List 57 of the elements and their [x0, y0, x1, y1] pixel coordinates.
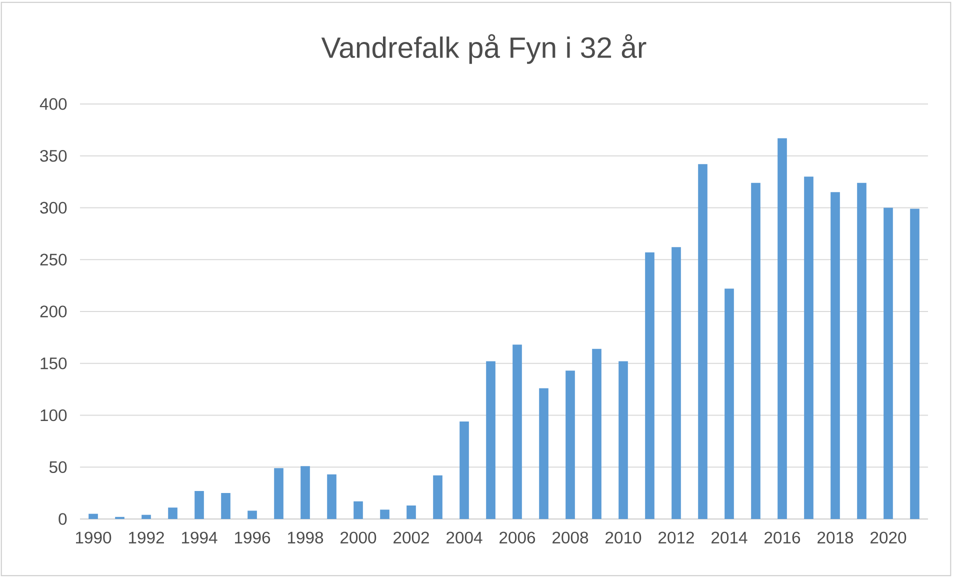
- x-tick-label: 2020: [870, 532, 906, 544]
- x-tick-label: 1998: [288, 532, 324, 544]
- bar: [88, 514, 98, 519]
- x-tick-label: 2014: [712, 532, 748, 544]
- bar: [672, 247, 681, 519]
- bar: [300, 466, 310, 519]
- bar: [698, 164, 708, 519]
- x-tick-label: 2008: [552, 532, 588, 544]
- bar: [618, 361, 628, 519]
- bar: [221, 493, 230, 519]
- x-tick-label: 1994: [182, 532, 218, 544]
- bar: [857, 182, 866, 519]
- x-tick-label: 1996: [234, 532, 270, 544]
- x-tick-label: 2018: [818, 532, 854, 544]
- bar: [486, 361, 496, 519]
- bar: [512, 344, 522, 519]
- bar: [645, 252, 654, 519]
- bar: [910, 208, 920, 519]
- bar: [804, 176, 814, 519]
- bar: [168, 508, 178, 519]
- bar: [433, 475, 442, 519]
- bar: [327, 474, 336, 519]
- x-tick-label: 2006: [500, 532, 536, 544]
- x-tick-label: 2002: [394, 532, 429, 544]
- bar: [724, 288, 734, 519]
- bar: [460, 421, 469, 519]
- y-tick-label: 150: [40, 357, 67, 370]
- y-tick-label: 200: [40, 306, 67, 318]
- x-tick-label: 2004: [446, 532, 482, 544]
- x-tick-label: 2010: [606, 532, 642, 544]
- bar: [194, 490, 204, 519]
- bar: [406, 506, 416, 519]
- y-tick-label: 350: [40, 150, 67, 162]
- bar: [592, 348, 602, 519]
- y-tick-label: 400: [40, 98, 67, 110]
- x-tick-label: 2012: [658, 532, 694, 544]
- bar: [274, 468, 284, 519]
- x-tick-label: 1990: [76, 532, 112, 544]
- chart-title: Vandrefalk på Fyn i 32 år: [321, 34, 646, 64]
- bar: [380, 510, 390, 519]
- y-tick-label: 300: [40, 202, 67, 214]
- x-tick-label: 2016: [764, 532, 800, 544]
- y-tick-label: 0: [58, 513, 67, 525]
- bar: [566, 370, 575, 519]
- bar: [142, 514, 151, 519]
- bar: [778, 138, 787, 519]
- bar: [248, 510, 257, 519]
- y-tick-label: 250: [40, 254, 67, 266]
- bar: [539, 388, 548, 519]
- bar: [884, 208, 893, 519]
- y-tick-label: 100: [40, 409, 67, 422]
- bar: [830, 192, 840, 519]
- y-tick-label: 50: [49, 461, 67, 474]
- bar: [354, 501, 363, 519]
- bar: [751, 182, 760, 519]
- x-tick-label: 1992: [128, 532, 164, 544]
- x-tick-label: 2000: [340, 532, 376, 544]
